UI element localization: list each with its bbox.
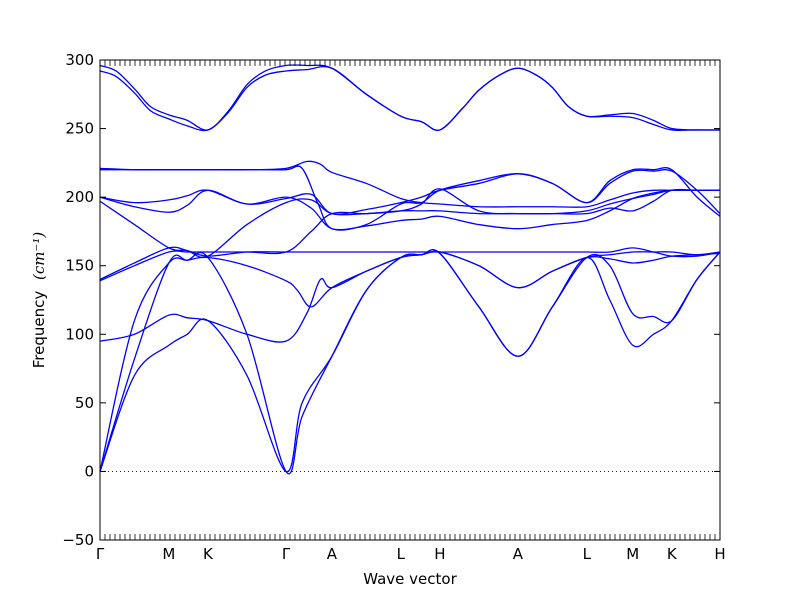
plot-frame <box>99 59 721 541</box>
y-tick-label: 150 <box>65 257 94 275</box>
x-tick-label: K <box>667 545 678 563</box>
phonon-branch-6 <box>99 188 720 281</box>
y-tick-label: −50 <box>62 531 94 549</box>
x-tick-label: A <box>327 545 338 563</box>
x-tick-label: A <box>513 545 524 563</box>
x-axis-label: Wave vector <box>363 570 457 588</box>
y-tick-label: 0 <box>84 462 94 480</box>
y-tick-label: 250 <box>65 120 94 138</box>
y-axis-label: Frequency (cm⁻¹) <box>30 232 48 369</box>
phonon-branch-13 <box>99 64 721 131</box>
x-tick-label: H <box>434 545 445 563</box>
y-tick-label: 100 <box>65 325 94 343</box>
x-tick-label: K <box>203 545 214 563</box>
phonon-branch-11 <box>99 160 720 208</box>
phonon-branch-9 <box>99 169 721 215</box>
phonon-branch-4 <box>99 250 721 343</box>
x-tick-label: Γ <box>96 545 105 563</box>
x-tick-label: M <box>162 545 175 563</box>
y-axis-label-unit: (cm⁻¹) <box>30 232 48 280</box>
x-tick-label: L <box>583 545 592 563</box>
phonon-branch-8 <box>99 189 720 231</box>
x-tick-label: H <box>714 545 725 563</box>
y-axis-label-text: Frequency <box>30 291 48 369</box>
y-tick-label: 300 <box>65 51 94 69</box>
phonon-branch-5 <box>99 189 720 282</box>
dispersion-lines <box>99 64 721 475</box>
x-tick-label: Γ <box>282 545 291 563</box>
y-tick-label: 200 <box>65 188 94 206</box>
x-tick-label: L <box>397 545 406 563</box>
phonon-branch-2 <box>99 249 721 473</box>
y-tick-label: 50 <box>75 394 94 412</box>
axis-ticks: −50 0 50 100 150 200 250 300 Γ M K Γ A L H A L M K H <box>62 51 725 563</box>
x-tick-label: M <box>626 545 639 563</box>
phonon-branch-7 <box>99 200 721 258</box>
